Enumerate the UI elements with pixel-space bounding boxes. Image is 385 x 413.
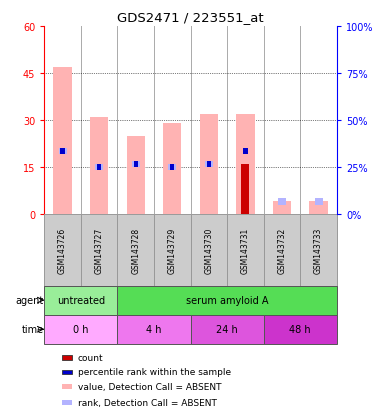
Text: serum amyloid A: serum amyloid A bbox=[186, 295, 268, 305]
Text: GSM143733: GSM143733 bbox=[314, 227, 323, 273]
Text: percentile rank within the sample: percentile rank within the sample bbox=[78, 368, 231, 377]
Bar bbox=[191, 315, 264, 344]
Bar bbox=[310, 202, 328, 214]
Bar bbox=[154, 214, 191, 286]
Text: count: count bbox=[78, 353, 104, 362]
Bar bbox=[168, 164, 176, 171]
Text: GSM143727: GSM143727 bbox=[95, 227, 104, 273]
Bar bbox=[117, 214, 154, 286]
Title: GDS2471 / 223551_at: GDS2471 / 223551_at bbox=[117, 11, 264, 24]
Bar bbox=[236, 114, 254, 214]
Text: value, Detection Call = ABSENT: value, Detection Call = ABSENT bbox=[78, 382, 221, 391]
Bar bbox=[44, 315, 117, 344]
Bar bbox=[264, 315, 337, 344]
Text: untreated: untreated bbox=[57, 295, 105, 305]
Bar bbox=[264, 214, 300, 286]
Bar bbox=[62, 400, 72, 405]
Text: rank, Detection Call = ABSENT: rank, Detection Call = ABSENT bbox=[78, 398, 217, 407]
Text: GSM143728: GSM143728 bbox=[131, 227, 140, 273]
Text: 24 h: 24 h bbox=[216, 325, 238, 335]
Bar bbox=[170, 164, 174, 171]
Bar bbox=[273, 202, 291, 214]
Bar bbox=[59, 149, 67, 155]
Bar bbox=[134, 161, 138, 168]
Bar bbox=[44, 286, 117, 315]
Bar bbox=[62, 370, 72, 375]
Text: GSM143729: GSM143729 bbox=[168, 227, 177, 273]
Bar bbox=[205, 161, 213, 168]
Bar bbox=[227, 214, 264, 286]
Bar bbox=[44, 214, 81, 286]
Bar bbox=[97, 164, 101, 171]
Bar bbox=[278, 199, 286, 205]
Text: time: time bbox=[22, 325, 44, 335]
Bar bbox=[117, 286, 337, 315]
Bar bbox=[81, 214, 117, 286]
Bar bbox=[132, 161, 140, 168]
Bar bbox=[200, 114, 218, 214]
Bar bbox=[127, 136, 145, 214]
Bar bbox=[54, 67, 72, 214]
Text: agent: agent bbox=[15, 295, 44, 305]
Bar bbox=[243, 149, 248, 155]
Text: 48 h: 48 h bbox=[290, 325, 311, 335]
Bar bbox=[300, 214, 337, 286]
Bar bbox=[95, 164, 103, 171]
Bar bbox=[163, 124, 181, 214]
Bar bbox=[62, 385, 72, 389]
Text: 4 h: 4 h bbox=[146, 325, 162, 335]
Bar bbox=[117, 315, 191, 344]
Bar bbox=[315, 199, 323, 205]
Bar bbox=[60, 149, 65, 155]
Bar bbox=[207, 161, 211, 168]
Bar bbox=[90, 118, 108, 214]
Text: 0 h: 0 h bbox=[73, 325, 89, 335]
Bar bbox=[62, 355, 72, 360]
Text: GSM143732: GSM143732 bbox=[278, 227, 286, 273]
Text: GSM143731: GSM143731 bbox=[241, 227, 250, 273]
Text: GSM143730: GSM143730 bbox=[204, 227, 213, 273]
Text: GSM143726: GSM143726 bbox=[58, 227, 67, 273]
Bar bbox=[191, 214, 227, 286]
Bar bbox=[241, 164, 249, 214]
